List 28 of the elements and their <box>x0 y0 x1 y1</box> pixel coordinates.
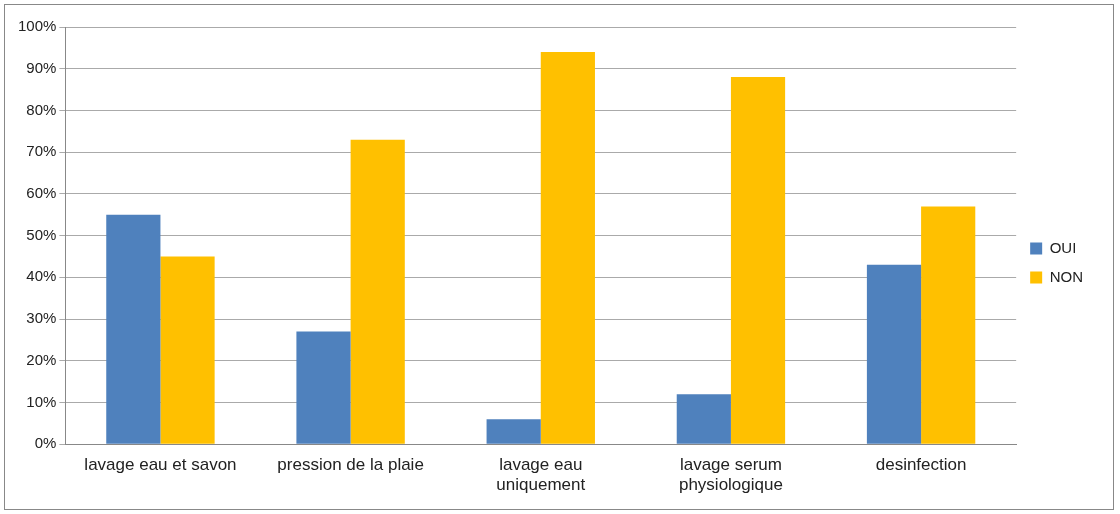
bar <box>296 331 351 444</box>
x-tick-label: pression de la plaie <box>277 455 424 475</box>
bar <box>486 419 541 444</box>
legend-label: NON <box>1049 267 1084 285</box>
y-tick-label: 10% <box>26 392 57 410</box>
y-tick-label: 40% <box>26 267 57 285</box>
bar <box>921 206 976 444</box>
y-tick-label: 90% <box>26 58 57 76</box>
y-tick-label: 30% <box>26 309 57 327</box>
x-tick-label: lavage serum physiologique <box>678 455 783 495</box>
y-tick-label: 60% <box>26 184 57 202</box>
x-tick-label: lavage eau uniquement <box>496 455 586 495</box>
y-tick-label: 70% <box>26 142 57 160</box>
legend-label: OUI <box>1049 238 1077 256</box>
x-tick-label: lavage eau et savon <box>84 455 237 475</box>
y-tick-label: 100% <box>17 17 57 35</box>
y-tick-label: 80% <box>26 100 57 118</box>
y-tick-label: 0% <box>34 434 57 452</box>
y-tick-label: 50% <box>26 225 57 243</box>
y-tick-label: 20% <box>26 350 57 368</box>
bar <box>106 214 161 444</box>
bar <box>676 394 731 444</box>
bar <box>350 139 405 444</box>
x-tick-label: desinfection <box>875 455 967 475</box>
bar <box>730 77 786 444</box>
bar <box>160 256 215 444</box>
bar <box>866 264 922 444</box>
bar <box>540 52 595 444</box>
